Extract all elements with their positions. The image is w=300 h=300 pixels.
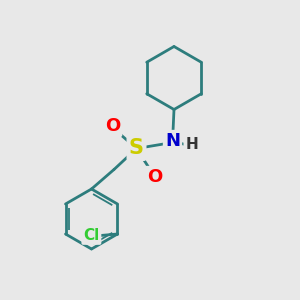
Text: O: O <box>147 168 162 186</box>
Text: O: O <box>105 117 120 135</box>
Text: H: H <box>185 137 198 152</box>
Text: S: S <box>129 139 144 158</box>
Text: N: N <box>165 132 180 150</box>
Text: Cl: Cl <box>83 228 100 243</box>
